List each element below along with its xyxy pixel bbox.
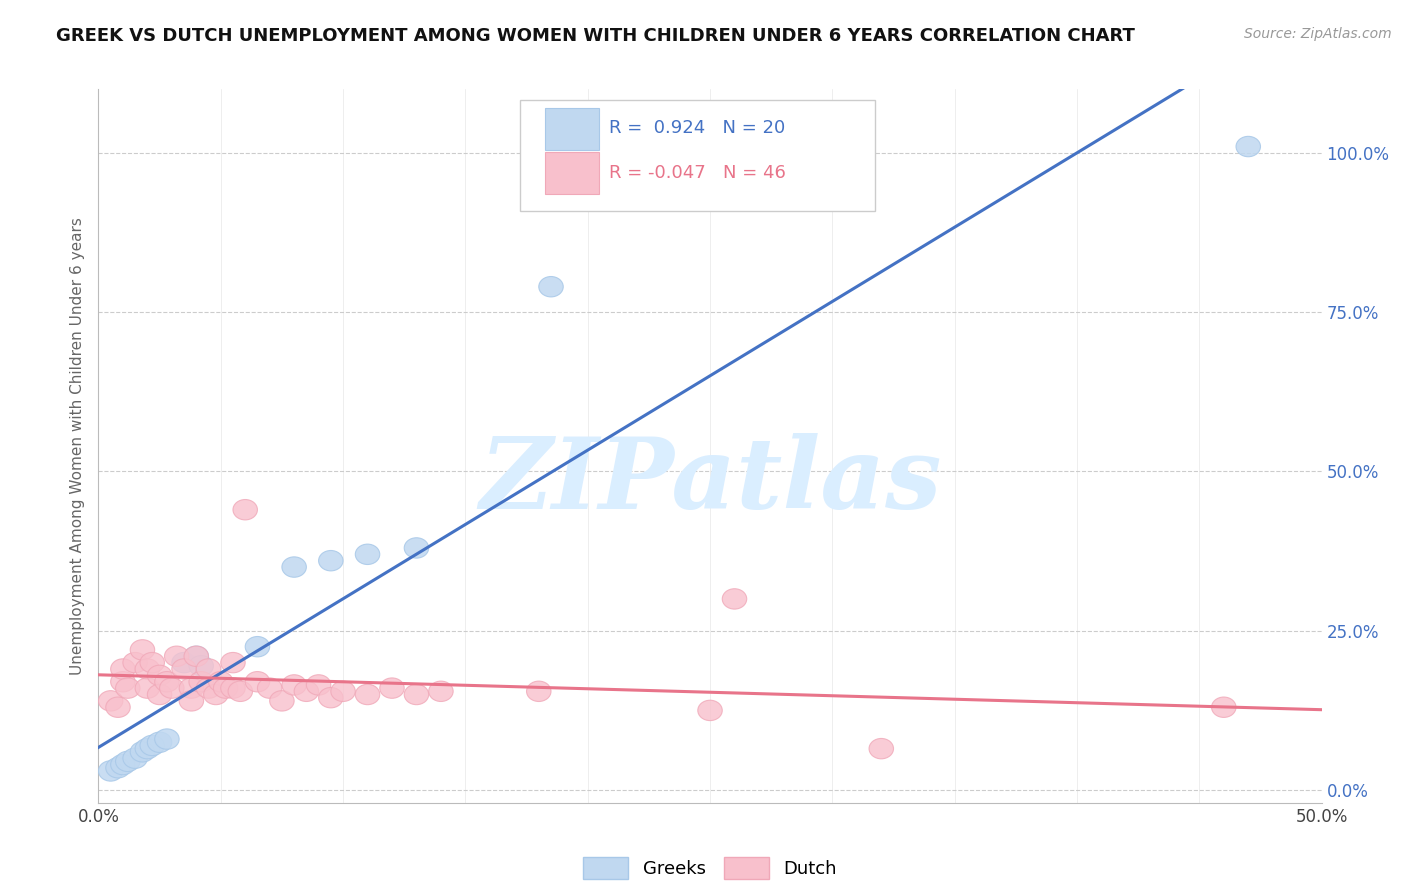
Ellipse shape (105, 757, 131, 778)
Ellipse shape (111, 672, 135, 692)
Ellipse shape (148, 684, 172, 705)
Ellipse shape (257, 678, 281, 698)
Ellipse shape (179, 678, 204, 698)
Ellipse shape (197, 678, 221, 698)
Ellipse shape (281, 557, 307, 577)
Ellipse shape (122, 652, 148, 673)
Ellipse shape (221, 678, 245, 698)
Ellipse shape (270, 690, 294, 711)
Ellipse shape (172, 652, 197, 673)
Ellipse shape (135, 739, 160, 759)
Ellipse shape (135, 678, 160, 698)
Ellipse shape (307, 674, 330, 695)
FancyBboxPatch shape (520, 100, 875, 211)
Ellipse shape (233, 500, 257, 520)
Ellipse shape (294, 681, 319, 701)
Ellipse shape (538, 277, 564, 297)
Ellipse shape (115, 678, 141, 698)
Ellipse shape (141, 735, 165, 756)
Ellipse shape (197, 659, 221, 679)
Ellipse shape (1212, 697, 1236, 717)
FancyBboxPatch shape (546, 152, 599, 194)
Ellipse shape (179, 690, 204, 711)
Ellipse shape (526, 681, 551, 701)
Ellipse shape (172, 659, 197, 679)
Text: Source: ZipAtlas.com: Source: ZipAtlas.com (1244, 27, 1392, 41)
Ellipse shape (98, 690, 122, 711)
Ellipse shape (131, 741, 155, 762)
Ellipse shape (319, 550, 343, 571)
Ellipse shape (697, 700, 723, 721)
Ellipse shape (111, 755, 135, 775)
Text: GREEK VS DUTCH UNEMPLOYMENT AMONG WOMEN WITH CHILDREN UNDER 6 YEARS CORRELATION : GREEK VS DUTCH UNEMPLOYMENT AMONG WOMEN … (56, 27, 1135, 45)
Ellipse shape (184, 646, 208, 666)
Ellipse shape (281, 674, 307, 695)
Ellipse shape (188, 656, 214, 676)
Ellipse shape (228, 681, 253, 701)
Ellipse shape (1236, 136, 1260, 157)
Ellipse shape (122, 748, 148, 768)
Ellipse shape (105, 697, 131, 717)
Ellipse shape (188, 672, 214, 692)
Ellipse shape (214, 678, 238, 698)
Ellipse shape (135, 659, 160, 679)
Ellipse shape (356, 544, 380, 565)
Ellipse shape (115, 751, 141, 772)
Ellipse shape (221, 652, 245, 673)
Ellipse shape (319, 688, 343, 708)
Ellipse shape (148, 665, 172, 686)
Ellipse shape (869, 739, 894, 759)
Ellipse shape (380, 678, 404, 698)
Ellipse shape (155, 672, 179, 692)
Ellipse shape (184, 646, 208, 666)
Ellipse shape (405, 538, 429, 558)
Ellipse shape (245, 637, 270, 657)
Ellipse shape (208, 672, 233, 692)
Ellipse shape (723, 589, 747, 609)
FancyBboxPatch shape (546, 108, 599, 150)
Ellipse shape (141, 652, 165, 673)
Text: ZIPatlas: ZIPatlas (479, 434, 941, 530)
Ellipse shape (204, 684, 228, 705)
Ellipse shape (155, 729, 179, 749)
Ellipse shape (245, 672, 270, 692)
Ellipse shape (148, 732, 172, 753)
Ellipse shape (111, 659, 135, 679)
Ellipse shape (405, 684, 429, 705)
Ellipse shape (131, 640, 155, 660)
Ellipse shape (160, 678, 184, 698)
Text: R =  0.924   N = 20: R = 0.924 N = 20 (609, 120, 785, 137)
Ellipse shape (98, 761, 122, 781)
Ellipse shape (429, 681, 453, 701)
Y-axis label: Unemployment Among Women with Children Under 6 years: Unemployment Among Women with Children U… (69, 217, 84, 675)
Ellipse shape (165, 646, 188, 666)
Ellipse shape (356, 684, 380, 705)
Ellipse shape (330, 681, 356, 701)
Text: R = -0.047   N = 46: R = -0.047 N = 46 (609, 164, 786, 182)
Legend: Greeks, Dutch: Greeks, Dutch (576, 850, 844, 887)
